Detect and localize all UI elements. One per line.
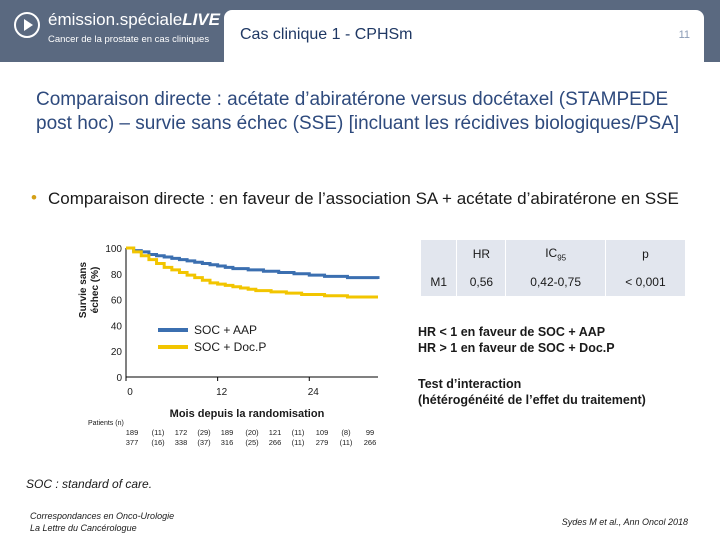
- hr-table-header: HR IC95 p: [419, 240, 685, 268]
- hr-note-line1: HR < 1 en faveur de SOC + AAP: [418, 325, 606, 339]
- hr-table-header-hr: HR: [456, 240, 506, 268]
- y-tick-label: 40: [111, 321, 123, 332]
- risk-table-cell: 377: [126, 438, 139, 447]
- source-left-line1: Correspondances en Onco-Urologie: [30, 511, 175, 521]
- logo-name-bold: LIVE: [182, 10, 220, 29]
- legend-label: SOC + Doc.P: [194, 340, 266, 354]
- bullet-text: Comparaison directe : en faveur de l’ass…: [48, 189, 679, 208]
- series-lines: [126, 246, 380, 299]
- hr-row-hr: 0,56: [456, 268, 506, 296]
- x-tick-label: 12: [216, 387, 228, 398]
- hr-interpretation: HR < 1 en faveur de SOC + AAP HR > 1 en …: [418, 324, 615, 356]
- hr-row-label: M1: [419, 268, 457, 296]
- risk-table-cell: 172: [175, 428, 188, 437]
- risk-table-label: Patients (n): [88, 420, 124, 427]
- hr-row-p: < 0,001: [604, 268, 685, 296]
- y-axis-label-line2: échec (%): [90, 267, 101, 314]
- page-number: 11: [678, 29, 690, 41]
- interaction-test-note: Test d’interaction (hétérogénéité de l’e…: [418, 376, 646, 408]
- risk-table-cell: 266: [269, 438, 282, 447]
- x-tick-label: 24: [308, 387, 320, 398]
- hr-table: HR IC95 p M1 0,56 0,42-0,75 < 0,001: [419, 240, 685, 296]
- risk-table-cell: 189: [221, 428, 234, 437]
- test-note-line1: Test d’interaction: [418, 377, 522, 391]
- risk-table-cell: (20): [245, 428, 259, 437]
- risk-table-cell: 279: [316, 438, 329, 447]
- hr-table-header-p: p: [604, 240, 685, 268]
- source-left: Correspondances en Onco-Urologie La Lett…: [30, 510, 174, 534]
- risk-table-cell: (37): [197, 438, 211, 447]
- x-tick-label: 0: [127, 387, 133, 398]
- logo-title: émission.spécialeLIVE: [48, 10, 220, 30]
- risk-table-cell: (8): [341, 428, 351, 437]
- y-tick-labels: 0 20 40 60 80 100: [105, 244, 122, 384]
- risk-table-cell: 266: [364, 438, 377, 447]
- slide-header: émission.spécialeLIVE Cancer de la prost…: [0, 0, 720, 62]
- play-circle-icon: [14, 12, 40, 38]
- y-tick-label: 20: [111, 347, 123, 358]
- case-title-box: Cas clinique 1 - CPHSm 11: [224, 10, 704, 62]
- hr-table-row: M1 0,56 0,42-0,75 < 0,001: [419, 268, 685, 296]
- test-note-line2: (hétérogénéité de l’effet du traitement): [418, 393, 646, 407]
- hr-row-ci: 0,42-0,75: [505, 268, 606, 296]
- risk-table-cell: (11): [292, 438, 305, 447]
- risk-table-cell: (29): [197, 428, 211, 437]
- hr-table-header-blank: [419, 240, 457, 268]
- source-reference: Sydes M et al., Ann Oncol 2018: [561, 517, 688, 527]
- risk-table-cell: 99: [366, 428, 374, 437]
- risk-table-cell: (11): [340, 438, 353, 447]
- hr-table-header-ci: IC95: [505, 240, 606, 268]
- risk-table-cell: 316: [221, 438, 234, 447]
- y-tick-label: 0: [116, 373, 122, 384]
- y-tick-label: 80: [111, 270, 123, 281]
- logo-name-light: émission.spéciale: [48, 10, 183, 29]
- legend-label: SOC + AAP: [194, 323, 257, 337]
- bullet-marker: •: [31, 188, 37, 207]
- series-line-soc-docp: [126, 246, 378, 299]
- brand-logo: émission.spécialeLIVE Cancer de la prost…: [14, 10, 224, 50]
- y-tick-label: 60: [111, 296, 123, 307]
- y-axis-label-line1: Survie sans: [78, 261, 89, 318]
- risk-table: 189 (11) 172 (29) 189 (20) 121 (11) 109 (8) 99 377 (…: [126, 428, 377, 447]
- risk-table-cell: (16): [151, 438, 165, 447]
- series-line-soc-aap: [126, 246, 380, 280]
- survival-chart: Survie sans échec (%) 0 20 40 60 80 100 0 12 24…: [78, 244, 380, 447]
- risk-table-cell: 109: [316, 428, 329, 437]
- risk-table-cell: (11): [152, 428, 165, 437]
- risk-table-cell: 189: [126, 428, 139, 437]
- chart-legend: SOC + AAP SOC + Doc.P: [158, 323, 266, 354]
- slide-title: Comparaison directe : acétate d’abiratér…: [36, 89, 680, 134]
- risk-table-cell: (11): [292, 428, 305, 437]
- risk-table-cell: 121: [269, 428, 282, 437]
- case-title: Cas clinique 1 - CPHSm: [240, 26, 413, 43]
- risk-table-cell: 338: [175, 438, 188, 447]
- soc-footnote: SOC : standard of care.: [26, 477, 153, 491]
- source-left-line2: La Lettre du Cancérologue: [30, 523, 137, 533]
- x-axis-label: Mois depuis la randomisation: [170, 408, 325, 420]
- logo-subtitle: Cancer de la prostate en cas cliniques: [48, 34, 210, 45]
- x-tick-labels: 0 12 24: [125, 377, 320, 398]
- y-tick-label: 100: [105, 244, 122, 255]
- hr-note-line2: HR > 1 en faveur de SOC + Doc.P: [418, 341, 615, 355]
- risk-table-cell: (25): [245, 438, 259, 447]
